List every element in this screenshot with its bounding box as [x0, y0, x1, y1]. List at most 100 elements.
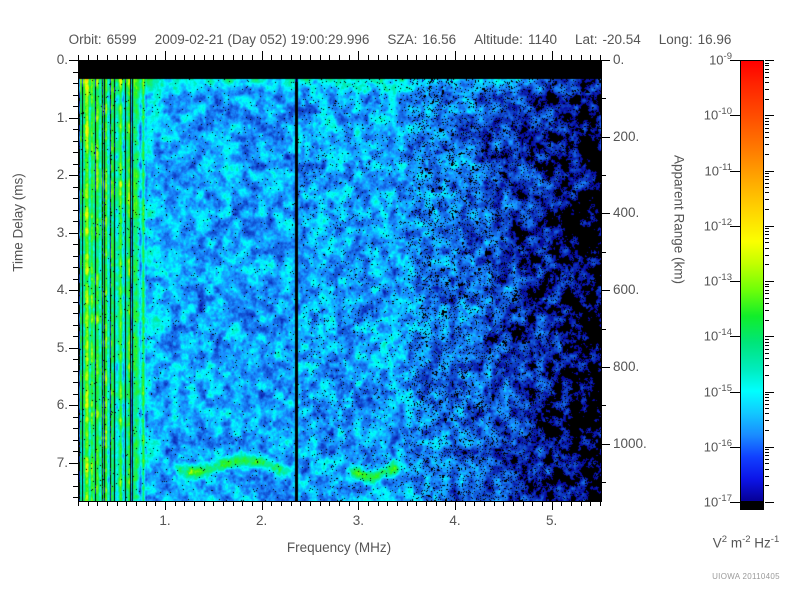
colorbar-tick-minor: [765, 127, 769, 129]
colorbar-tick-label-1: 10-10: [703, 106, 732, 123]
x-tick-top: [503, 55, 505, 60]
colorbar-tick-minor: [765, 72, 769, 74]
x-tick-top: [484, 55, 485, 60]
colorbar-tick-minor: [765, 468, 769, 470]
colorbar-tick-minor: [765, 231, 769, 233]
x-tick-minor: [116, 501, 118, 506]
colorbar-tick-major: [765, 170, 774, 172]
colorbar-tick-minor: [765, 413, 769, 415]
y-tick: [73, 370, 78, 372]
spectrogram-plot-area[interactable]: [78, 60, 602, 502]
y-tick: [69, 347, 78, 349]
x-tick-top: [290, 55, 292, 60]
colorbar-tick-minor: [765, 62, 769, 64]
y2-tick-label-1: 200.: [613, 128, 640, 144]
x-tick-top: [126, 55, 128, 60]
y-tick: [73, 336, 78, 338]
y-tick: [73, 497, 78, 499]
colorbar-tick-minor: [765, 449, 769, 451]
header-field-5: Long: 16.96: [659, 32, 732, 47]
x-tick-minor: [455, 501, 456, 510]
colorbar-tick-label-2: 10-11: [704, 161, 733, 178]
colorbar-tick-minor: [765, 81, 769, 83]
x-tick-top: [223, 55, 224, 60]
colorbar-tick-minor: [765, 264, 769, 266]
y2-tick: [601, 481, 606, 483]
x-tick-top: [97, 55, 99, 60]
x-tick-minor: [194, 501, 195, 506]
colorbar-tick-minor: [765, 403, 769, 405]
colorbar-tick-label-0: 10-9: [709, 51, 732, 68]
y-tick-label-2: 2.: [56, 167, 68, 183]
header-field-value-0: 6599: [106, 31, 137, 47]
colorbar-tick-minor: [765, 175, 769, 177]
x-tick-minor: [319, 501, 321, 506]
y2-tick: [601, 405, 606, 407]
colorbar-tick-minor: [765, 199, 769, 201]
y-tick: [69, 175, 78, 177]
x-tick-top: [542, 55, 543, 60]
x-tick-top: [281, 55, 282, 60]
x-tick-minor: [78, 501, 79, 506]
colorbar-tick-minor: [765, 76, 769, 78]
x-tick-minor: [358, 501, 360, 510]
y-tick: [73, 140, 78, 142]
colorbar-tick-minor: [765, 289, 769, 291]
x-tick-minor: [368, 501, 369, 506]
colorbar-tick-minor: [765, 144, 769, 146]
y-tick: [73, 152, 78, 154]
y2-tick: [601, 251, 606, 253]
colorbar-tick-major: [765, 60, 774, 61]
colorbar-tick-minor: [765, 309, 769, 311]
x-tick-minor: [203, 501, 205, 506]
x-tick-top: [551, 51, 553, 60]
x-tick-label-2: 3.: [352, 513, 364, 528]
header-field-value-5: 16.96: [697, 31, 732, 47]
x-tick-top: [319, 55, 321, 60]
x-tick-top: [397, 55, 398, 60]
y-tick: [73, 163, 78, 165]
x-tick-minor: [281, 501, 282, 506]
x-tick-minor: [474, 501, 476, 506]
colorbar-tick-major: [730, 502, 740, 503]
y-tick-label-3: 3.: [56, 224, 68, 240]
x-tick-top: [329, 55, 331, 60]
y-tick: [73, 198, 78, 200]
colorbar-tick-major: [730, 170, 740, 172]
colorbar-tick-major: [765, 446, 774, 448]
header-field-label-3: Altitude:: [474, 31, 523, 47]
header-field-2: SZA: 16.56: [387, 32, 456, 47]
colorbar[interactable]: [740, 60, 764, 510]
y-axis-title: Time Delay (ms): [10, 173, 26, 272]
x-tick-minor: [348, 501, 350, 506]
header-field-value-4: -20.54: [602, 31, 641, 47]
y-tick: [73, 129, 78, 131]
y-tick: [73, 106, 78, 107]
header-field-1: 2009-02-21 (Day 052) 19:00:29.996: [155, 32, 370, 47]
colorbar-tick-label-4: 10-13: [703, 272, 732, 289]
colorbar-tick-minor: [765, 120, 769, 122]
y2-tick-label-5: 1000.: [613, 435, 647, 451]
x-tick-minor: [136, 501, 137, 506]
x-tick-top: [358, 51, 360, 60]
colorbar-under-range-swatch: [740, 502, 764, 510]
colorbar-tick-minor: [765, 228, 769, 230]
x-tick-top: [203, 55, 205, 60]
x-tick-top: [387, 55, 389, 60]
y-tick: [69, 462, 78, 464]
x-tick-minor: [542, 501, 543, 506]
x-tick-minor: [300, 501, 302, 506]
x-tick-minor: [522, 501, 524, 506]
header-info-bar: Orbit: 6599 2009-02-21 (Day 052) 19:00:29.…: [0, 30, 800, 48]
colorbar-tick-minor: [765, 302, 769, 304]
colorbar-tick-minor: [765, 344, 769, 346]
y-tick: [73, 451, 78, 453]
x-tick-top: [194, 55, 195, 60]
x-tick-minor: [406, 501, 408, 506]
x-tick-minor: [377, 501, 379, 506]
x-tick-minor: [590, 501, 592, 506]
y-tick: [73, 324, 78, 326]
x-tick-top: [493, 55, 495, 60]
x-axis-title: Frequency (MHz): [286, 540, 392, 555]
colorbar-tick-minor: [765, 68, 769, 70]
